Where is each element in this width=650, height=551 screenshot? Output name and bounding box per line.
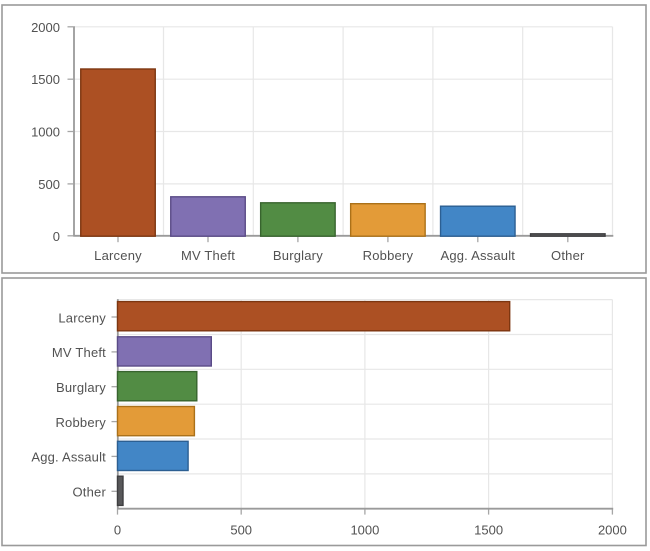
svg-text:Larceny: Larceny (58, 310, 106, 325)
svg-text:0: 0 (114, 522, 121, 537)
svg-text:1000: 1000 (31, 125, 60, 140)
svg-text:500: 500 (38, 177, 60, 192)
svg-text:2000: 2000 (598, 522, 627, 537)
svg-text:1500: 1500 (474, 522, 503, 537)
svg-text:Agg. Assault: Agg. Assault (31, 450, 106, 465)
svg-text:1000: 1000 (350, 522, 379, 537)
svg-text:Other: Other (551, 248, 585, 263)
svg-text:Burglary: Burglary (56, 380, 106, 395)
svg-text:1500: 1500 (31, 72, 60, 87)
svg-text:Burglary: Burglary (273, 248, 323, 263)
svg-text:0: 0 (53, 229, 60, 244)
svg-text:2000: 2000 (31, 20, 60, 35)
svg-text:500: 500 (230, 522, 252, 537)
svg-text:Larceny: Larceny (94, 248, 142, 263)
svg-text:Other: Other (72, 485, 106, 500)
svg-text:Robbery: Robbery (55, 415, 106, 430)
svg-text:Agg. Assault: Agg. Assault (440, 248, 515, 263)
svg-text:MV Theft: MV Theft (181, 248, 235, 263)
svg-text:MV Theft: MV Theft (52, 345, 106, 360)
svg-text:Robbery: Robbery (363, 248, 414, 263)
